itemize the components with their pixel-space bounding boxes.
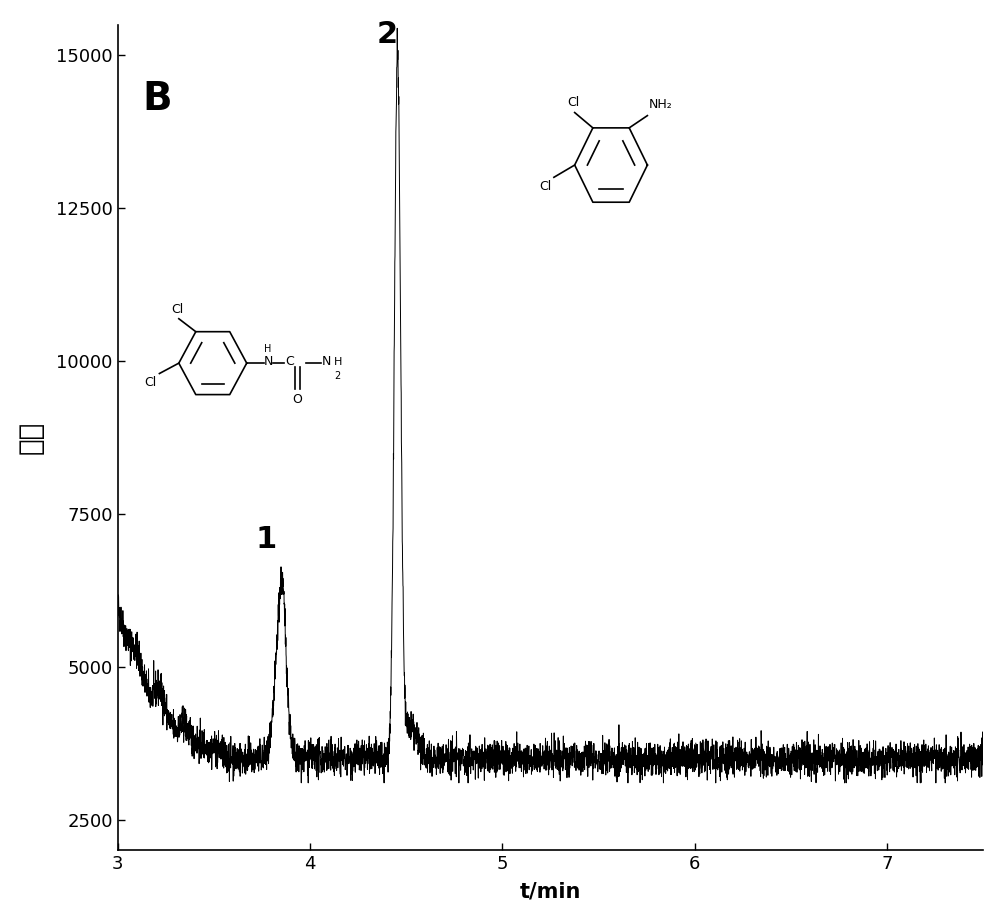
Text: 1: 1 xyxy=(255,524,276,554)
X-axis label: t/min: t/min xyxy=(520,881,581,901)
Text: B: B xyxy=(143,80,172,118)
Text: 2: 2 xyxy=(376,20,397,50)
Y-axis label: 丰度: 丰度 xyxy=(17,420,45,454)
